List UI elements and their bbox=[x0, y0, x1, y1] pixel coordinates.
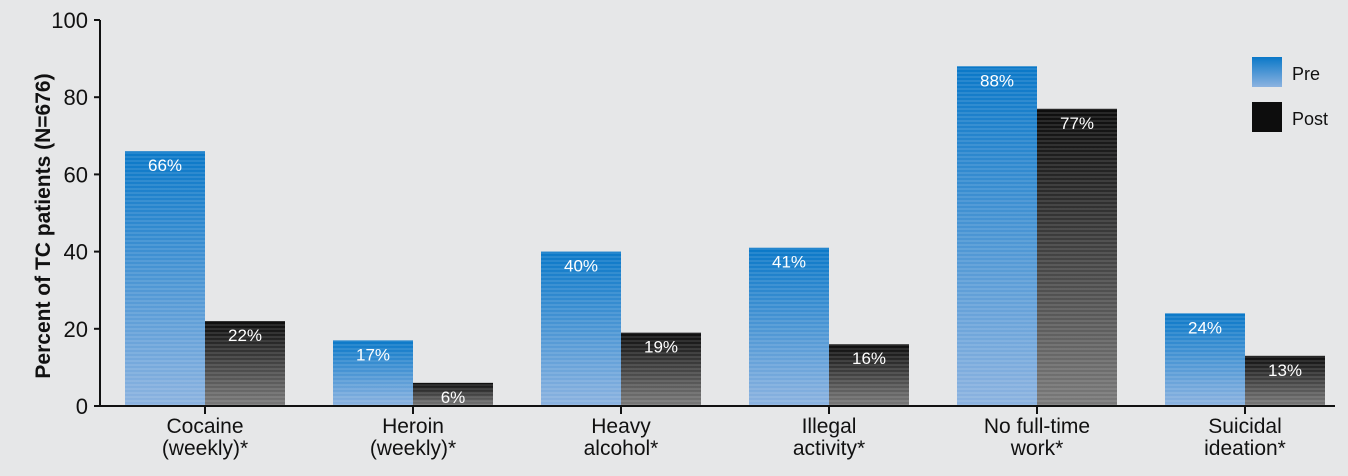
bar-value-label: 19% bbox=[644, 338, 678, 357]
bar-value-label: 16% bbox=[852, 349, 886, 368]
category-label: No full-time bbox=[984, 415, 1090, 438]
category-label: alcohol* bbox=[584, 437, 659, 460]
y-tick-label: 80 bbox=[64, 85, 88, 110]
bar-value-label: 66% bbox=[148, 156, 182, 175]
bar-value-label: 41% bbox=[772, 253, 806, 272]
bar-value-label: 22% bbox=[228, 326, 262, 345]
bar-post-texture bbox=[1245, 355, 1325, 406]
bar-post-texture bbox=[1037, 108, 1117, 406]
bar-value-label: 40% bbox=[564, 257, 598, 276]
category-label: Cocaine bbox=[166, 415, 243, 438]
y-tick-label: 60 bbox=[64, 162, 88, 187]
legend-label-post: Post bbox=[1292, 109, 1328, 129]
y-tick-label: 20 bbox=[64, 317, 88, 342]
bar-pre-texture bbox=[333, 340, 413, 406]
category-label: Heavy bbox=[591, 415, 651, 438]
bar-pre-texture bbox=[541, 251, 621, 406]
category-label: (weekly)* bbox=[162, 437, 248, 460]
bar-value-label: 17% bbox=[356, 345, 390, 364]
category-label: work* bbox=[1010, 437, 1064, 460]
bar-value-label: 13% bbox=[1268, 361, 1302, 380]
legend-swatch-pre bbox=[1252, 57, 1282, 87]
y-axis-ticks: 0 20 40 60 80 100 bbox=[51, 8, 100, 419]
bar-pre-texture bbox=[957, 66, 1037, 406]
bars-group: 66% 22% 17% 6% 40% 19% 41% 16% 88% 77% 24% 13% bbox=[125, 66, 1325, 407]
bar-value-label: 88% bbox=[980, 71, 1014, 90]
category-label: Illegal bbox=[802, 415, 857, 438]
bar-value-label: 77% bbox=[1060, 114, 1094, 133]
bar-value-label: 6% bbox=[441, 388, 466, 407]
legend-swatch-post bbox=[1252, 102, 1282, 132]
bar-post-texture bbox=[413, 382, 493, 406]
legend: Pre Post bbox=[1252, 57, 1328, 132]
bar-value-label: 24% bbox=[1188, 318, 1222, 337]
legend-label-pre: Pre bbox=[1292, 64, 1320, 84]
y-tick-label: 40 bbox=[64, 240, 88, 265]
category-labels: Cocaine(weekly)*Heroin(weekly)*Heavyalco… bbox=[162, 406, 1286, 460]
bar-post-texture bbox=[829, 344, 909, 406]
bar-post-texture bbox=[205, 321, 285, 406]
category-label: ideation* bbox=[1204, 437, 1286, 460]
category-label: (weekly)* bbox=[370, 437, 456, 460]
y-axis-label: Percent of TC patients (N=676) bbox=[32, 73, 55, 378]
category-label: Heroin bbox=[382, 415, 444, 438]
category-label: Suicidal bbox=[1208, 415, 1282, 438]
y-tick-label: 0 bbox=[76, 394, 88, 419]
y-tick-label: 100 bbox=[51, 8, 88, 33]
bar-pre-texture bbox=[125, 151, 205, 406]
bar-pre-texture bbox=[1165, 313, 1245, 406]
bar-pre-texture bbox=[749, 247, 829, 406]
bar-post-texture bbox=[621, 332, 701, 406]
category-label: activity* bbox=[793, 437, 865, 460]
